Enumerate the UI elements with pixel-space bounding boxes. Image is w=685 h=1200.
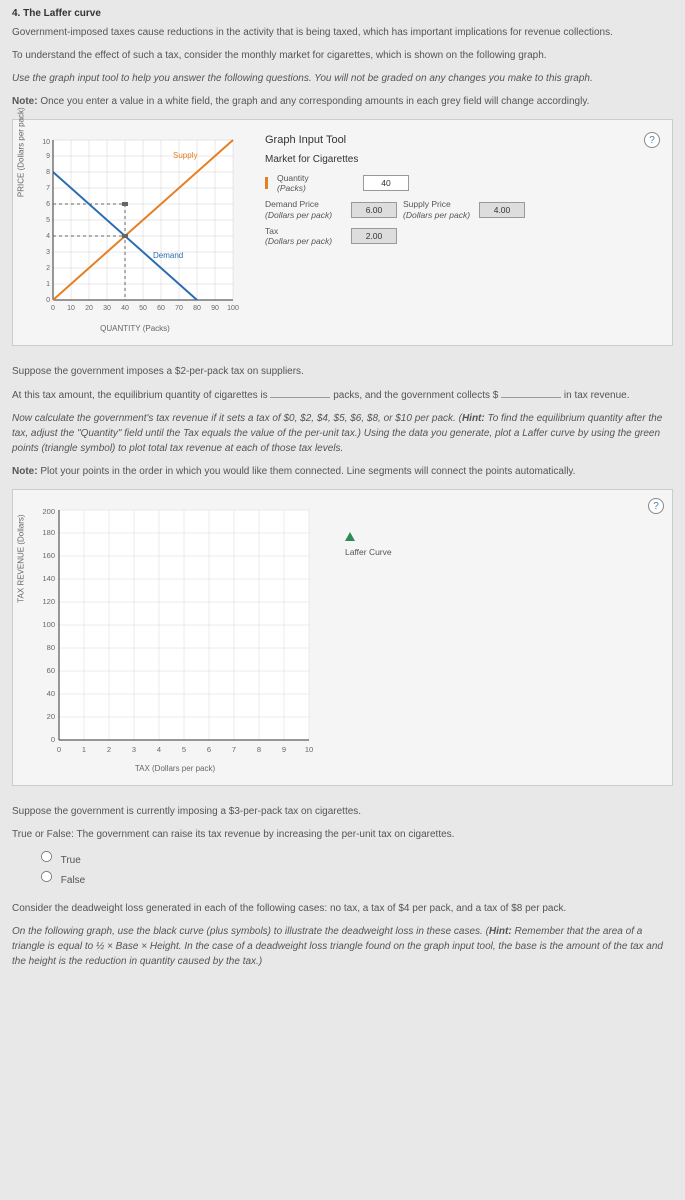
svg-text:10: 10 [42, 139, 50, 146]
panel-market-graph: PRICE (Dollars per pack) [12, 119, 673, 346]
demand-price-label: Demand Price(Dollars per pack) [265, 199, 345, 219]
svg-text:180: 180 [42, 528, 55, 537]
supply-price-label: Supply Price(Dollars per pack) [403, 199, 473, 219]
svg-text:20: 20 [47, 712, 55, 721]
radio-true-row[interactable]: True [40, 850, 673, 866]
graph-input-tool: Graph Input Tool ? Market for Cigarettes… [265, 132, 660, 333]
question-number-title: 4. The Laffer curve [12, 8, 673, 19]
supply-price-value: 4.00 [479, 202, 525, 218]
svg-text:10: 10 [305, 745, 313, 754]
q4-p2: On the following graph, use the black cu… [12, 924, 673, 969]
quantity-label: Quantity(Packs) [277, 173, 357, 193]
svg-text:3: 3 [132, 745, 136, 754]
help-icon[interactable]: ? [648, 498, 664, 514]
svg-text:10: 10 [67, 305, 75, 312]
svg-text:100: 100 [42, 620, 55, 629]
blank-quantity[interactable] [270, 387, 330, 398]
radio-true[interactable] [41, 851, 52, 862]
q3-p2: True or False: The government can raise … [12, 827, 673, 842]
chart2-xlabel: TAX (Dollars per pack) [25, 764, 325, 773]
svg-text:80: 80 [193, 305, 201, 312]
tool-title: Graph Input Tool [265, 134, 346, 146]
radio-false-label: False [61, 875, 85, 886]
svg-text:30: 30 [103, 305, 111, 312]
tax-value: 2.00 [351, 228, 397, 244]
svg-text:80: 80 [47, 643, 55, 652]
radio-true-label: True [61, 855, 81, 866]
svg-text:90: 90 [211, 305, 219, 312]
svg-text:9: 9 [282, 745, 286, 754]
chart-laffer[interactable]: TAX REVENUE (Dollars) [25, 502, 325, 773]
svg-text:40: 40 [47, 689, 55, 698]
chart1-svg: Supply Demand 0 1 2 3 4 5 [25, 132, 245, 322]
svg-text:0: 0 [46, 297, 50, 304]
radio-false-row[interactable]: False [40, 870, 673, 886]
svg-text:20: 20 [85, 305, 93, 312]
q1-p1: Suppose the government imposes a $2-per-… [12, 364, 673, 379]
svg-text:60: 60 [157, 305, 165, 312]
svg-text:7: 7 [232, 745, 236, 754]
quantity-marker-icon [265, 177, 268, 189]
svg-text:50: 50 [139, 305, 147, 312]
svg-text:0: 0 [51, 735, 55, 744]
svg-text:Demand: Demand [153, 251, 183, 260]
chart2-svg: 0 20 40 60 80 100 120 140 160 180 200 0 1 2 3 4 5 6… [25, 502, 325, 762]
svg-text:200: 200 [42, 507, 55, 516]
svg-text:8: 8 [46, 169, 50, 176]
svg-text:6: 6 [46, 201, 50, 208]
radio-false[interactable] [41, 871, 52, 882]
svg-text:Supply: Supply [173, 151, 197, 160]
instruction-p1: Use the graph input tool to help you ans… [12, 71, 673, 86]
svg-text:1: 1 [82, 745, 86, 754]
chart1-ylabel: PRICE (Dollars per pack) [17, 107, 26, 197]
svg-text:9: 9 [46, 153, 50, 160]
intro-p2: To understand the effect of such a tax, … [12, 48, 673, 63]
svg-text:70: 70 [175, 305, 183, 312]
svg-text:4: 4 [46, 233, 50, 240]
svg-text:120: 120 [42, 597, 55, 606]
chart1-xlabel: QUANTITY (Packs) [25, 324, 245, 333]
laffer-legend-label: Laffer Curve [345, 547, 392, 557]
svg-text:4: 4 [157, 745, 161, 754]
svg-text:7: 7 [46, 185, 50, 192]
triangle-icon [345, 532, 355, 541]
svg-text:0: 0 [51, 305, 55, 312]
chart-supply-demand[interactable]: PRICE (Dollars per pack) [25, 132, 245, 333]
svg-text:100: 100 [227, 305, 239, 312]
quantity-input[interactable]: 40 [363, 175, 409, 191]
svg-text:140: 140 [42, 574, 55, 583]
svg-text:5: 5 [182, 745, 186, 754]
q2-p1: Now calculate the government's tax reven… [12, 411, 673, 456]
panel-laffer-graph: ? TAX REVENUE (Dollars) [12, 489, 673, 786]
blank-revenue[interactable] [501, 387, 561, 398]
svg-text:1: 1 [46, 281, 50, 288]
q3-p1: Suppose the government is currently impo… [12, 804, 673, 819]
svg-text:5: 5 [46, 217, 50, 224]
q2-note: Note: Plot your points in the order in w… [12, 464, 673, 479]
svg-text:2: 2 [46, 265, 50, 272]
svg-text:40: 40 [121, 305, 129, 312]
svg-text:8: 8 [257, 745, 261, 754]
help-icon[interactable]: ? [644, 132, 660, 148]
laffer-legend[interactable] [345, 532, 392, 541]
svg-text:3: 3 [46, 249, 50, 256]
chart2-ylabel: TAX REVENUE (Dollars) [17, 514, 26, 602]
svg-text:60: 60 [47, 666, 55, 675]
svg-text:6: 6 [207, 745, 211, 754]
instruction-note: Note: Once you enter a value in a white … [12, 94, 673, 109]
demand-price-value: 6.00 [351, 202, 397, 218]
intro-p1: Government-imposed taxes cause reduction… [12, 25, 673, 40]
svg-text:0: 0 [57, 745, 61, 754]
tax-label: Tax(Dollars per pack) [265, 226, 345, 246]
q1-fill: At this tax amount, the equilibrium quan… [12, 387, 673, 403]
svg-text:160: 160 [42, 551, 55, 560]
q4-p1: Consider the deadweight loss generated i… [12, 901, 673, 916]
tool-subhead: Market for Cigarettes [265, 154, 660, 165]
svg-text:2: 2 [107, 745, 111, 754]
